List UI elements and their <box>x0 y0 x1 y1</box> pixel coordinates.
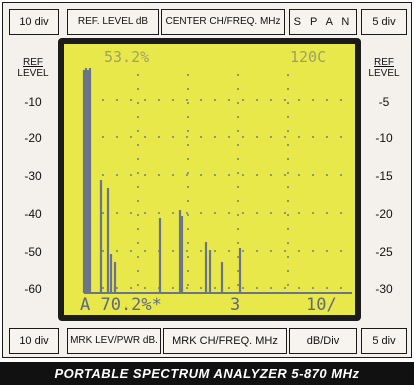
right-scale-tick: -5 <box>378 95 390 109</box>
dotted-grid <box>84 74 352 294</box>
db-div-label: dB/Div <box>289 328 357 354</box>
left-scale-tick: -10 <box>24 95 42 109</box>
top-right-div-label: 5 div <box>361 9 407 35</box>
top-left-div-label: 10 div <box>9 9 59 35</box>
top-right-readout: 120C <box>290 48 327 66</box>
caption-banner: PORTABLE SPECTRUM ANALYZER 5-870 MHz <box>0 362 414 385</box>
ref-level-label: REF. LEVEL dB <box>67 9 159 35</box>
marker-level-readout: A 70.2%* <box>80 295 162 315</box>
signal-spikes <box>82 68 242 293</box>
center-freq-label: CENTER CH/FREQ. MHz <box>161 9 285 35</box>
left-scale-tick: -60 <box>24 282 42 296</box>
marker-channel-readout: 3 <box>230 295 241 315</box>
right-scale-tick: -30 <box>375 282 393 296</box>
mrk-ch-label: MRK CH/FREQ. MHz <box>163 328 287 354</box>
top-left-readout: 53.2% <box>104 48 150 66</box>
right-scale-tick: -20 <box>375 207 393 221</box>
spectrum-trace <box>82 68 352 294</box>
right-scale-tick: -25 <box>375 245 393 259</box>
left-scale-tick: -30 <box>24 169 42 183</box>
left-ref-label: REF <box>23 57 43 68</box>
left-scale-tick: -40 <box>24 207 42 221</box>
right-scale-tick: -15 <box>375 169 393 183</box>
spectrum-display: 53.2% 120C A 70.2%* 3 10/ <box>64 44 355 315</box>
bottom-right-div-label: 5 div <box>361 328 407 354</box>
right-ref-label: REF <box>374 57 394 68</box>
left-ref-level-heading: REF LEVEL <box>13 57 53 79</box>
mrk-lev-label: MRK LEV/PWR dB. <box>67 328 161 354</box>
bottom-left-div-label: 10 div <box>9 328 59 354</box>
right-ref-level-heading: REF LEVEL <box>364 57 404 79</box>
left-scale-tick: -20 <box>24 131 42 145</box>
span-label: S P A N <box>289 9 357 35</box>
right-scale-tick: -10 <box>375 131 393 145</box>
left-level-label: LEVEL <box>17 68 49 79</box>
right-level-label: LEVEL <box>368 68 400 79</box>
left-scale-tick: -50 <box>24 245 42 259</box>
db-div-readout: 10/ <box>306 295 337 315</box>
